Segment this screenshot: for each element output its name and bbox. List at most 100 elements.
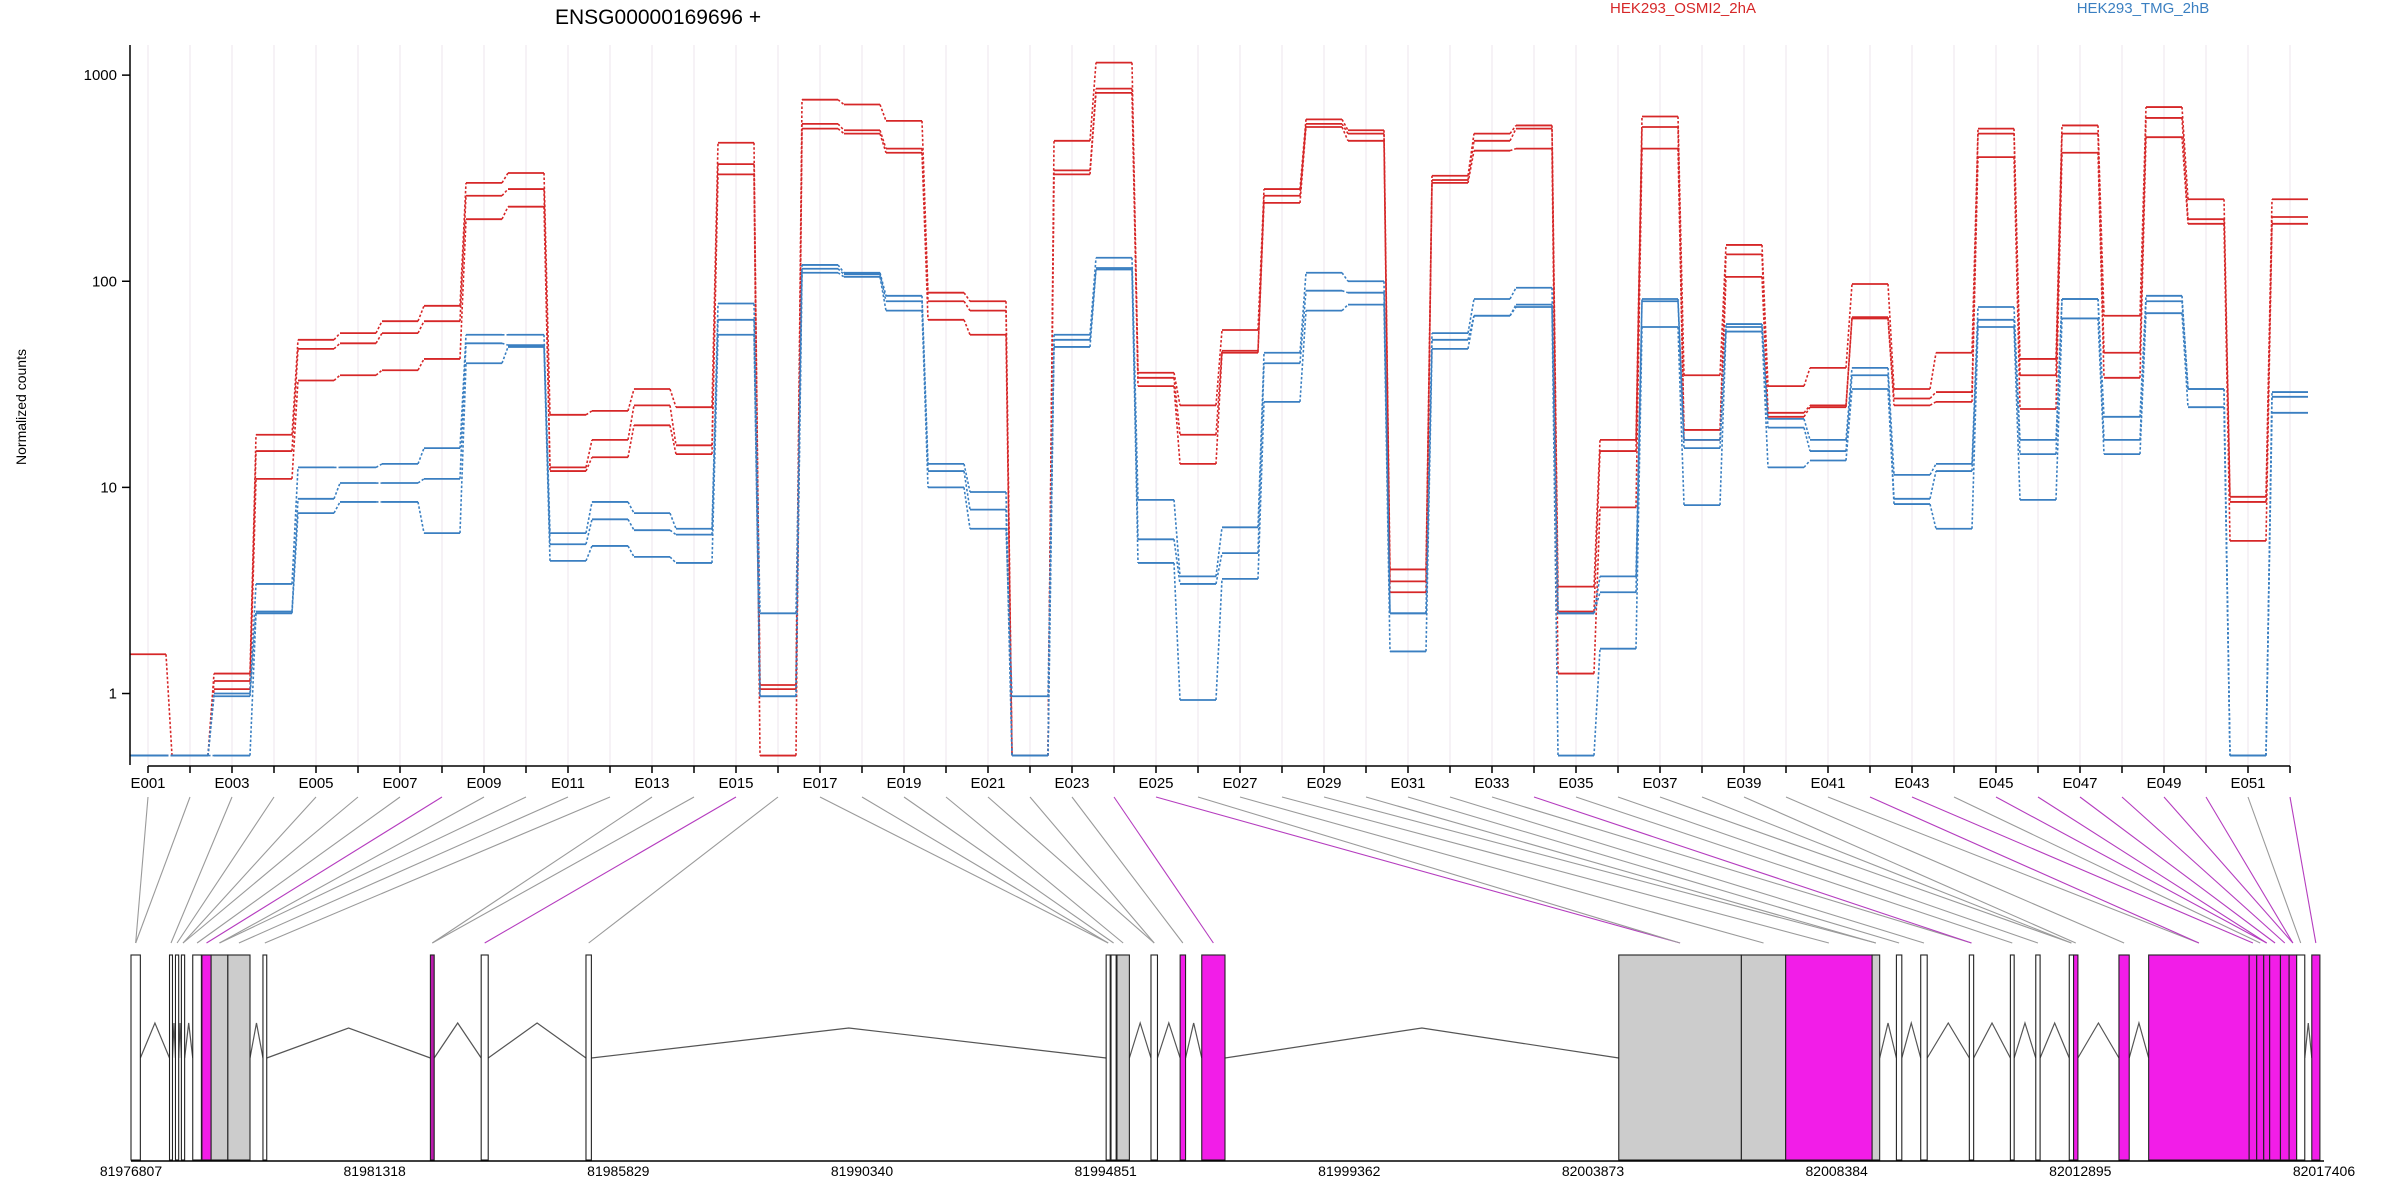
series-6-connector	[1929, 503, 1937, 529]
series-1-connector	[1803, 367, 1811, 387]
series-1-connector	[375, 320, 383, 334]
series-4-connector	[375, 463, 383, 469]
series-1-connector	[711, 142, 719, 408]
series-6-connector	[1845, 388, 1853, 461]
series-6-connector	[1803, 459, 1811, 468]
series-6-connector	[1341, 304, 1349, 312]
exon-box-30	[2118, 954, 2130, 1161]
series-3-connector	[1845, 318, 1853, 408]
series-5-connector	[1173, 539, 1181, 585]
exon-box-25	[1968, 954, 1975, 1161]
series-4-connector	[879, 272, 887, 297]
series-1-connector	[417, 305, 425, 322]
series-1-connector	[585, 410, 593, 416]
legend-label-tmg: HEK293_TMG_2hB	[2077, 0, 2210, 17]
intron-26	[2013, 1020, 2037, 1059]
series-2-connector	[627, 405, 635, 441]
series-2-connector	[1467, 140, 1475, 181]
series-1-connector	[837, 99, 845, 106]
series-6-connector	[2097, 318, 2105, 455]
series-5-connector	[1215, 552, 1223, 585]
series-6-connector	[459, 363, 467, 534]
series-2-connector	[1509, 128, 1517, 142]
x-tick-label-e045: E045	[1978, 775, 2013, 792]
gene-axis-label-2: 81981318	[344, 1163, 407, 1179]
series-6-connector	[2181, 313, 2189, 408]
series-3-connector	[375, 369, 383, 376]
series-3-connector	[2013, 157, 2021, 410]
series-5-connector	[2181, 301, 2189, 390]
series-3-connector	[501, 206, 509, 220]
connector-e039	[1743, 796, 2076, 944]
series-4-connector	[837, 264, 845, 274]
exon-box-11	[480, 954, 489, 1161]
series-6-connector	[1509, 306, 1517, 317]
series-3-connector	[1971, 157, 1979, 402]
series-3-connector	[1467, 150, 1475, 184]
series-6-connector	[249, 613, 257, 756]
exon-box-37	[2288, 954, 2298, 1161]
series-3-connector	[753, 174, 761, 756]
series-5-connector	[1803, 427, 1811, 452]
series-2-connector	[1215, 350, 1223, 435]
series-lines	[130, 61, 2308, 757]
exon-box-10	[429, 954, 435, 1161]
intron-38	[2304, 1022, 2313, 1059]
connector-e035	[1575, 796, 2013, 944]
series-6-connector	[1299, 310, 1307, 402]
connector-e013	[431, 796, 653, 944]
series-5-connector	[1341, 289, 1349, 294]
series-4-connector	[1509, 287, 1517, 300]
series-5-connector	[501, 342, 509, 346]
series-5-connector	[543, 345, 551, 545]
series-5-connector	[1677, 301, 1685, 449]
x-tick-label-e031: E031	[1390, 775, 1425, 792]
exon-box-6	[201, 954, 212, 1161]
connector-e027	[1239, 796, 1764, 944]
series-5-connector	[2097, 298, 2105, 440]
exon-box-27	[2035, 954, 2041, 1161]
series-3-connector	[963, 319, 971, 336]
series-1-connector	[1131, 62, 1139, 373]
series-6-connector	[2265, 412, 2273, 756]
series-3-connector	[249, 478, 257, 690]
series-5-connector	[1929, 470, 1937, 499]
connector-e030	[1365, 796, 1877, 944]
connector-e019	[903, 796, 1114, 944]
series-4-connector	[1299, 272, 1307, 353]
series-4-connector	[963, 463, 971, 493]
intron-4	[184, 1022, 194, 1059]
connector-e004	[176, 796, 275, 944]
exon-box-21	[1785, 954, 1873, 1161]
x-tick-label-e047: E047	[2062, 775, 2097, 792]
series-4	[130, 256, 2308, 757]
gene-model	[130, 954, 2321, 1161]
series-1-connector	[1089, 62, 1097, 141]
series-5-connector	[627, 518, 635, 531]
exon-box-5	[192, 954, 202, 1161]
series-6-connector	[1131, 269, 1139, 563]
series-5-connector	[1425, 339, 1433, 614]
intron-1	[139, 1021, 171, 1059]
series-4-connector	[1341, 272, 1349, 282]
series-6-connector	[1383, 304, 1391, 652]
series-6-connector	[795, 272, 803, 697]
series-6-connector	[1173, 562, 1181, 701]
connector-e036	[1617, 796, 2039, 944]
series-1-connector	[1593, 439, 1601, 587]
series-2-connector	[1719, 254, 1727, 430]
exon-box-39	[2311, 954, 2321, 1161]
series-6-connector	[417, 501, 425, 534]
series-6-connector	[669, 556, 677, 564]
connector-e020	[945, 796, 1124, 944]
series-2-connector	[501, 188, 509, 197]
connector-e050	[2205, 796, 2294, 944]
series-4-connector	[585, 501, 593, 534]
series-2-connector	[291, 348, 299, 452]
series-1-connector	[1215, 329, 1223, 406]
series-3	[130, 91, 2308, 757]
series-5-connector	[417, 478, 425, 484]
series-2-connector	[837, 123, 845, 131]
series-2-connector	[1173, 377, 1181, 435]
